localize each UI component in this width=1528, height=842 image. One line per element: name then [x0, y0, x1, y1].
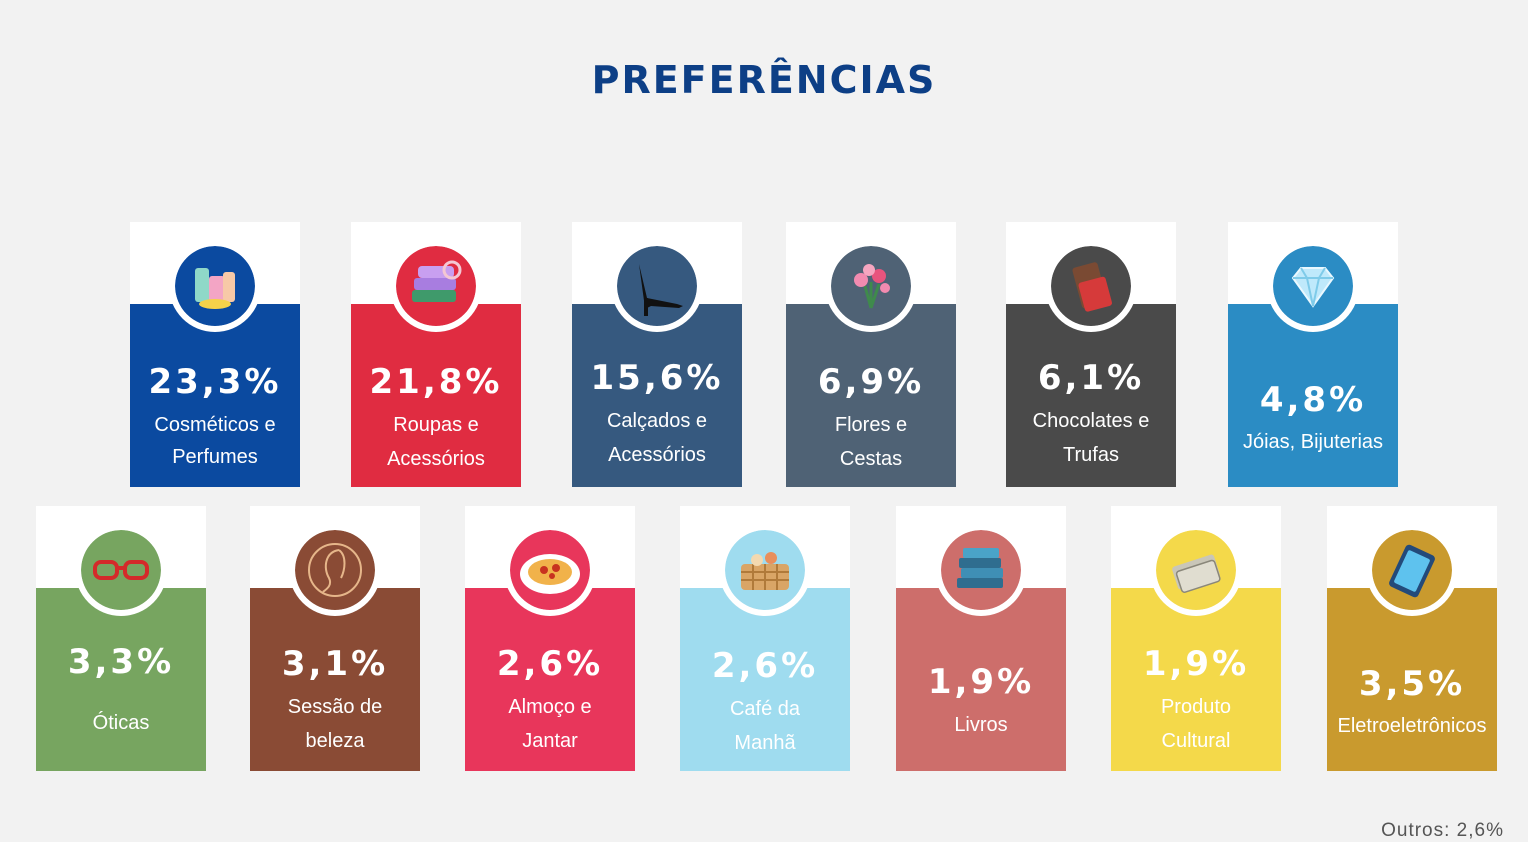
card-label-line1: Roupas e — [393, 414, 479, 436]
card-value: 1,9% — [1142, 644, 1250, 684]
card-cultural: 1,9% Produto Cultural — [1111, 506, 1281, 771]
card-chocolates: 6,1% Chocolates e Trufas — [1006, 222, 1176, 487]
card-color-block — [1228, 304, 1398, 487]
others-footnote: Outros: 2,6% — [1381, 820, 1504, 841]
card-value: 3,5% — [1358, 664, 1466, 704]
card-optics: 3,3% Óticas — [36, 506, 206, 771]
beauty-icon — [295, 530, 375, 610]
card-value: 2,6% — [496, 644, 604, 684]
flowers-icon — [831, 246, 911, 326]
card-value: 2,6% — [711, 646, 819, 686]
card-value: 21,8% — [369, 362, 503, 402]
card-label-line1: Flores e — [834, 414, 908, 436]
card-value: 3,3% — [67, 642, 175, 682]
card-value: 23,3% — [148, 362, 282, 402]
card-color-block — [465, 588, 635, 771]
card-color-block — [1111, 588, 1281, 771]
card-color-block — [786, 304, 956, 487]
breakfast-basket-icon — [725, 530, 805, 610]
card-label-line2: Acessórios — [387, 448, 485, 470]
card-label-line1: Cosméticos e — [154, 414, 276, 436]
diamond-icon — [1273, 246, 1353, 326]
card-value: 6,1% — [1037, 358, 1145, 398]
books-icon — [941, 530, 1021, 610]
card-label-line1: Café da — [729, 698, 801, 720]
card-color-block — [351, 304, 521, 487]
card-label-line2: Trufas — [1063, 444, 1119, 466]
card-color-block — [896, 588, 1066, 771]
card-label-line1: Sessão de — [287, 696, 383, 718]
card-color-block — [36, 588, 206, 771]
card-label-line1: Produto — [1160, 696, 1232, 718]
card-label-line2: beleza — [305, 730, 365, 752]
tablet-icon — [1372, 530, 1452, 610]
card-label-line1: Almoço e — [508, 696, 592, 718]
ticket-icon — [1156, 530, 1236, 610]
card-color-block — [1327, 588, 1497, 771]
card-jewelry: 4,8% Jóias, Bijuterias — [1228, 222, 1398, 487]
card-flowers: 6,9% Flores e Cestas — [786, 222, 956, 487]
card-color-block — [250, 588, 420, 771]
card-label-line2: Cultural — [1161, 730, 1231, 752]
card-value: 4,8% — [1259, 380, 1367, 420]
card-label-line1: Calçados e — [606, 410, 708, 432]
cosmetics-icon — [175, 246, 255, 326]
card-breakfast: 2,6% Café da Manhã — [680, 506, 850, 771]
card-color-block — [1006, 304, 1176, 487]
food-plate-icon — [510, 530, 590, 610]
clothes-icon — [396, 246, 476, 326]
card-shoes: 15,6% Calçados e Acessórios — [572, 222, 742, 487]
chocolate-icon — [1051, 246, 1131, 326]
card-label-line1: Óticas — [92, 712, 150, 734]
card-label-line2: Manhã — [734, 732, 796, 754]
high-heel-icon — [617, 246, 697, 326]
card-label-line2: Acessórios — [608, 444, 706, 466]
card-color-block — [572, 304, 742, 487]
card-electronics: 3,5% Eletroeletrônicos — [1327, 506, 1497, 771]
card-label-line1: Jóias, Bijuterias — [1242, 431, 1384, 453]
card-value: 1,9% — [927, 662, 1035, 702]
card-label-line2: Cestas — [839, 448, 903, 470]
card-cosmetics: 23,3% Cosméticos e Perfumes — [130, 222, 300, 487]
card-label-line1: Livros — [954, 714, 1008, 736]
card-color-block — [130, 304, 300, 487]
card-label-line2: Perfumes — [172, 446, 258, 468]
card-clothes: 21,8% Roupas e Acessórios — [351, 222, 521, 487]
card-value: 6,9% — [817, 362, 925, 402]
card-color-block — [680, 588, 850, 771]
card-books: 1,9% Livros — [896, 506, 1066, 771]
card-label-line1: Chocolates e — [1032, 410, 1150, 432]
card-label-line2: Jantar — [522, 730, 578, 752]
card-value: 3,1% — [281, 644, 389, 684]
card-beauty: 3,1% Sessão de beleza — [250, 506, 420, 771]
card-label-line1: Eletroeletrônicos — [1337, 715, 1487, 737]
card-lunch-dinner: 2,6% Almoço e Jantar — [465, 506, 635, 771]
card-value: 15,6% — [590, 358, 724, 398]
glasses-icon — [81, 530, 161, 610]
page-title: PREFERÊNCIAS — [591, 58, 937, 102]
